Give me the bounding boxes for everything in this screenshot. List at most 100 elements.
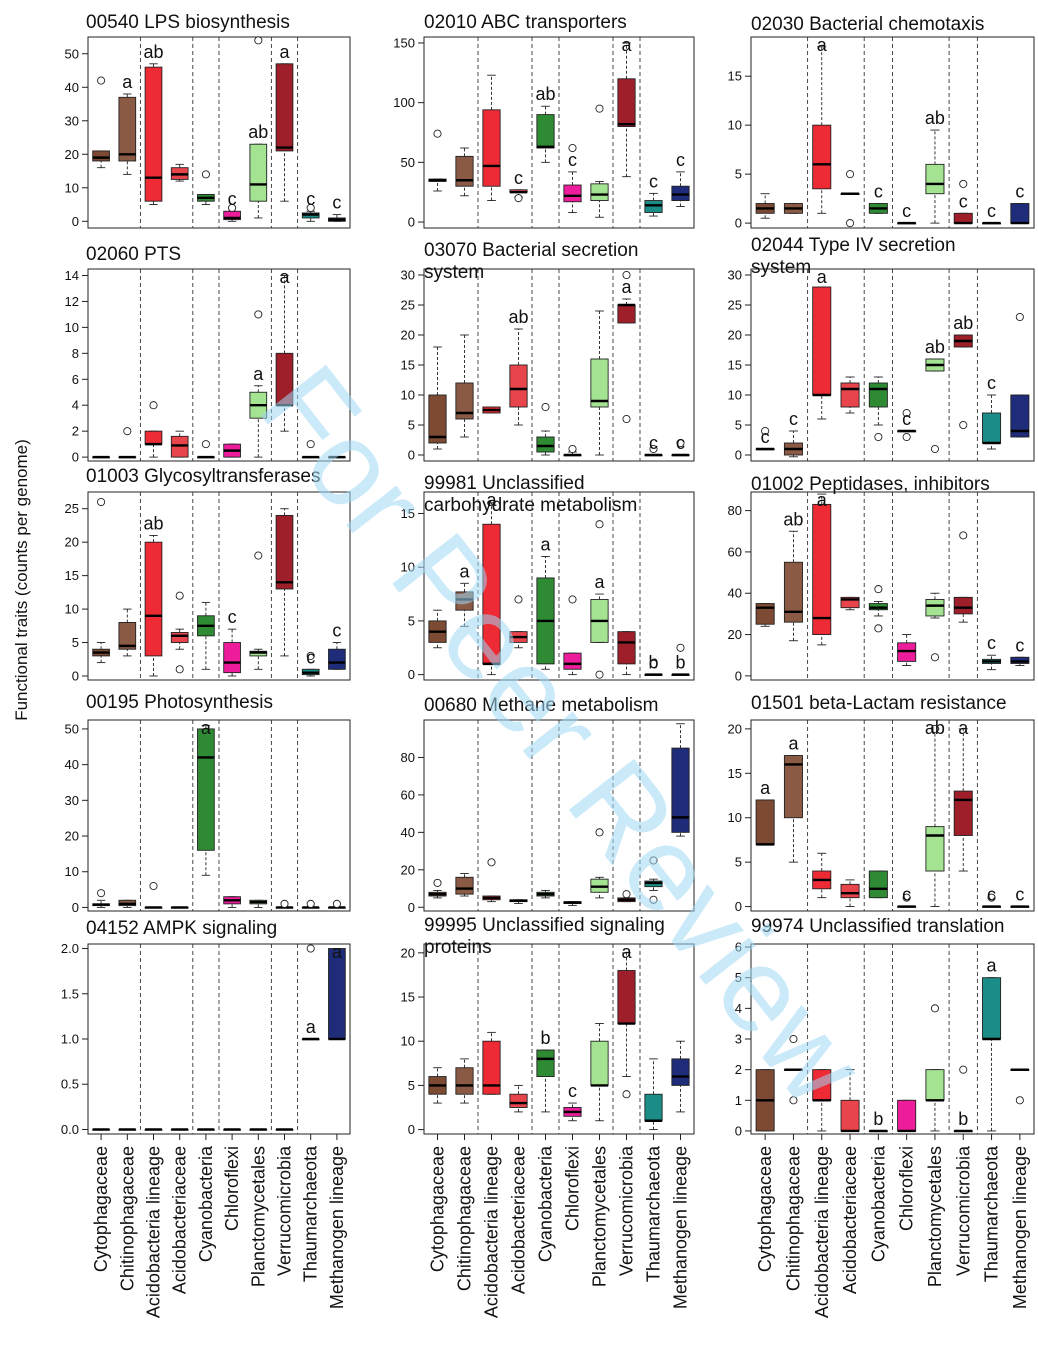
y-tick-label: 0	[72, 900, 79, 915]
box-6	[897, 1099, 917, 1133]
y-tick-label: 5	[408, 1078, 415, 1093]
outlier-point	[228, 203, 237, 212]
outlier-point	[306, 651, 315, 660]
y-tick-label: 0.5	[61, 1077, 79, 1092]
x-category-label: Chloroflexi	[222, 1146, 242, 1231]
box-3	[482, 74, 501, 201]
outlier-point	[123, 427, 132, 436]
y-tick-label: 60	[401, 787, 415, 802]
box-10	[1010, 905, 1030, 908]
significance-letter: b	[648, 653, 658, 673]
outlier-point	[622, 414, 631, 424]
panel-title: 99981 Unclassified carbohydrate metabolis…	[424, 473, 637, 516]
box-7	[590, 876, 609, 899]
panel-title: 01501 beta-Lactam resistance	[751, 693, 1007, 714]
outlier-point	[306, 203, 315, 212]
box-1	[92, 1128, 110, 1131]
box-9	[301, 668, 320, 677]
box-iqr	[170, 435, 189, 458]
box-iqr	[953, 790, 973, 836]
outlier-point	[846, 219, 855, 228]
box-iqr	[509, 364, 528, 408]
outlier-point	[649, 444, 658, 454]
box-iqr	[455, 155, 474, 187]
significance-letter: a	[621, 277, 632, 297]
box-6	[563, 171, 582, 213]
box-7	[590, 1023, 609, 1122]
x-category-label: Methanogen lineage	[327, 1146, 347, 1309]
panel-12: 01501 beta-Lactam resistance 0 5 10 15 20 a a c a…	[728, 693, 1035, 914]
panel-title: 03070 Bacterial secretion system	[424, 240, 638, 283]
y-tick-label: 5	[72, 635, 79, 650]
x-category-label: Cyanobacteria	[536, 1145, 556, 1262]
box-7	[249, 648, 268, 670]
outlier-point	[676, 438, 685, 448]
box-iqr	[783, 755, 803, 819]
box-iqr	[455, 1067, 474, 1095]
box-7	[925, 129, 945, 224]
box-3	[144, 535, 163, 677]
box-7	[590, 180, 609, 218]
y-tick-label: 20	[401, 328, 415, 343]
box-1	[755, 193, 775, 219]
box-3	[144, 1128, 163, 1131]
significance-letter: c	[676, 433, 685, 453]
box-2	[455, 147, 474, 197]
box-4	[170, 1128, 189, 1131]
box-6	[897, 221, 917, 225]
outlier-point	[514, 595, 523, 604]
outlier-point	[595, 520, 604, 529]
box-iqr	[197, 728, 215, 851]
box-2	[455, 334, 474, 438]
box-9	[644, 673, 663, 676]
box-iqr	[144, 430, 163, 445]
box-10	[671, 453, 690, 457]
y-tick-label: 8	[72, 346, 79, 361]
outlier-point	[761, 426, 770, 436]
significance-letter: a	[817, 267, 828, 287]
box-iqr	[897, 1099, 917, 1132]
box-1	[755, 603, 775, 627]
outlier-point	[930, 444, 940, 454]
outlier-point	[649, 659, 658, 668]
panel-title: 02044 Type IV secretion system	[751, 235, 956, 278]
outlier-point	[1015, 1096, 1024, 1105]
box-3	[482, 895, 501, 903]
box-iqr	[617, 970, 636, 1024]
box-iqr	[840, 1099, 860, 1132]
x-category-label: Methanogen lineage	[671, 1146, 691, 1309]
x-category-label: Planctomycetales	[590, 1146, 610, 1287]
panel-title: 04152 AMPK signaling	[86, 918, 277, 939]
y-tick-label: 25	[401, 298, 415, 313]
y-tick-label: 15	[65, 568, 79, 583]
panel-title: 01002 Peptidases, inhibitors	[751, 474, 990, 495]
box-7	[925, 592, 945, 619]
box-9	[644, 192, 663, 217]
y-tick-label: 10	[728, 388, 742, 403]
box-2	[783, 530, 803, 642]
y-tick-label: 10	[65, 602, 79, 617]
x-category-label: Chitinophagaceae	[455, 1146, 475, 1291]
y-tick-label: 10	[65, 864, 79, 879]
box-2	[118, 899, 137, 908]
outlier-point	[254, 36, 263, 45]
y-tick-label: 6	[735, 940, 742, 955]
y-tick-label: 10	[65, 320, 79, 335]
panel-title: 99974 Unclassified translation	[751, 916, 1005, 937]
box-1	[755, 799, 775, 846]
box-iqr	[840, 883, 860, 899]
panel-title: 02010 ABC transporters	[424, 12, 627, 33]
panel-14: 99995 Unclassified signaling proteins 0 5 10…	[401, 915, 695, 1318]
significance-letter: c	[1015, 885, 1024, 905]
box-2	[783, 430, 803, 458]
y-tick-label: 20	[65, 829, 79, 844]
box-5	[868, 601, 888, 617]
y-tick-label: 20	[401, 945, 415, 960]
significance-letter: ab	[925, 718, 945, 738]
y-tick-label: 30	[728, 268, 742, 283]
y-tick-label: 100	[393, 95, 415, 110]
box-3	[144, 430, 163, 458]
